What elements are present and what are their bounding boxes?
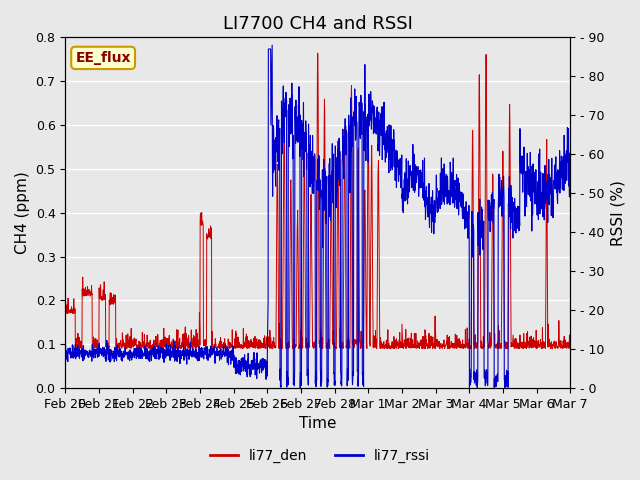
li77_den [87,291,95,297]
li77_den [552,339,559,345]
li77_rssi [460,208,467,214]
Title: LI7700 CH4 and RSSI: LI7700 CH4 and RSSI [223,15,413,33]
li77_rssi [268,42,276,48]
Text: EE_flux: EE_flux [76,51,131,65]
li77_den [547,346,554,351]
li77_den [552,340,560,346]
li77_rssi [61,349,69,355]
li77_rssi [294,115,301,120]
li77_den [314,50,321,56]
li77_den [61,309,69,314]
li77_rssi [566,159,574,165]
Legend: li77_den, li77_rssi: li77_den, li77_rssi [204,443,436,468]
X-axis label: Time: Time [299,417,337,432]
li77_rssi [552,185,560,191]
Line: li77_den: li77_den [65,53,570,348]
Y-axis label: CH4 (ppm): CH4 (ppm) [15,171,30,254]
li77_rssi [87,349,95,355]
Y-axis label: RSSI (%): RSSI (%) [610,180,625,246]
li77_rssi [501,385,509,391]
li77_rssi [552,154,559,160]
li77_den [566,344,574,350]
li77_rssi [307,169,315,175]
Line: li77_rssi: li77_rssi [65,45,570,388]
li77_den [307,194,315,200]
li77_den [294,216,301,222]
li77_den [460,345,467,351]
